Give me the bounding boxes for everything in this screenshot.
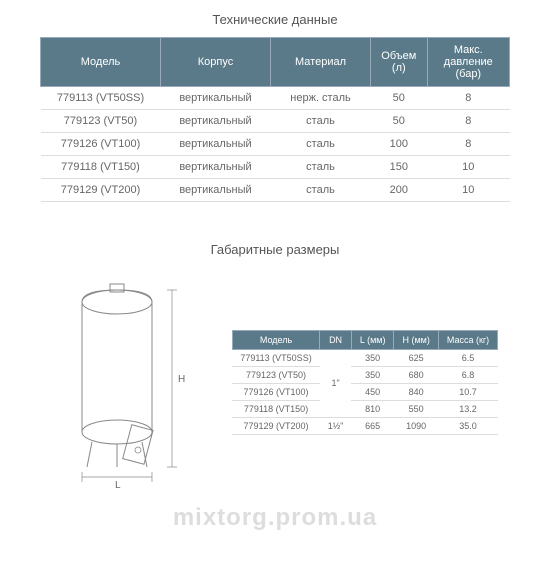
label-h: H [178,374,185,385]
dim-table: Модель DN L (мм) H (мм) Масса (кг) 77911… [232,330,498,435]
tank-diagram: L H [52,272,202,492]
dth-mass: Масса (кг) [438,330,497,349]
th-model: Модель [41,38,161,87]
tech-title: Технические данные [0,12,550,27]
dim-title: Габаритные размеры [0,242,550,257]
th-material: Материал [271,38,371,87]
dth-h: H (мм) [394,330,438,349]
table-row: 779113 (VT50SS)1"3506256.5 [232,349,497,366]
table-row: 779126 (VT100)45084010.7 [232,383,497,400]
table-row: 779129 (VT200)1½"665109035.0 [232,417,497,434]
dth-model: Модель [232,330,319,349]
dth-dn: DN [320,330,352,349]
table-row: 779118 (VT150)81055013.2 [232,400,497,417]
table-row: 779123 (VT50)3506806.8 [232,366,497,383]
table-row: 779129 (VT200)вертикальныйсталь20010 [41,179,510,202]
table-row: 779118 (VT150)вертикальныйсталь15010 [41,156,510,179]
watermark: mixtorg.prom.ua [173,504,377,532]
th-case: Корпус [161,38,271,87]
th-pressure: Макс. давление (бар) [427,38,509,87]
table-row: 779126 (VT100)вертикальныйсталь1008 [41,133,510,156]
label-l: L [115,480,121,491]
table-row: 779123 (VT50)вертикальныйсталь508 [41,110,510,133]
table-row: 779113 (VT50SS)вертикальныйнерж. сталь50… [41,87,510,110]
dth-l: L (мм) [351,330,394,349]
th-volume: Объем (л) [371,38,428,87]
tech-table: Модель Корпус Материал Объем (л) Макс. д… [40,37,510,202]
